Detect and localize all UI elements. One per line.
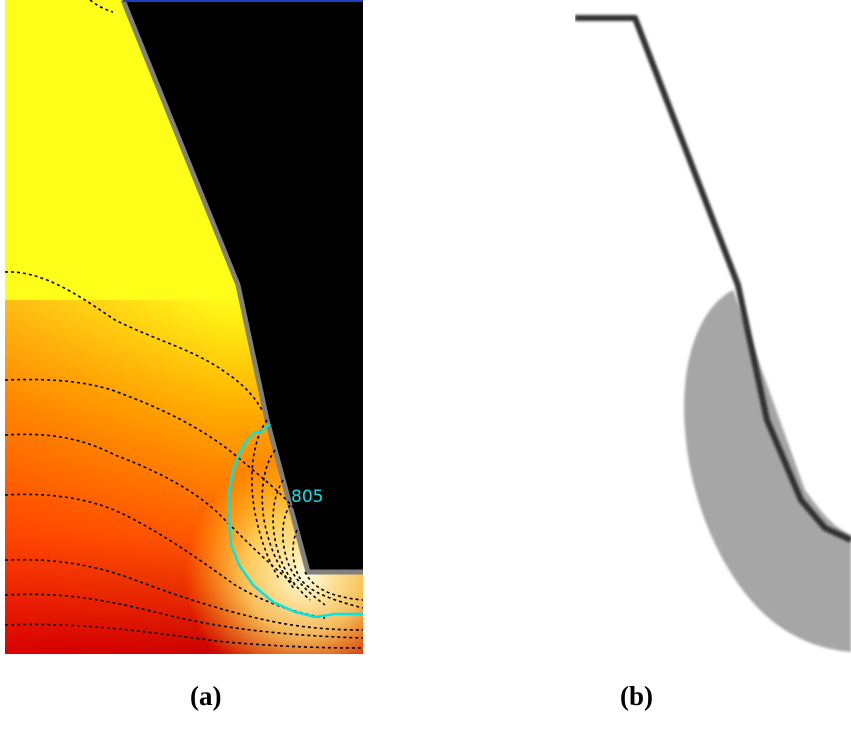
panel-b-affected-zone — [575, 13, 851, 652]
cut-region — [125, 0, 363, 570]
panel-a-temperature-field: 805 — [5, 0, 363, 654]
isotherms-dashed — [5, 0, 363, 649]
profile-line — [575, 15, 851, 543]
isotherm-805 — [227, 423, 363, 619]
contour-label-805: 805 — [291, 487, 323, 507]
affected-zone — [684, 290, 851, 652]
top-border — [123, 0, 363, 2]
caption-a: (a) — [190, 681, 222, 711]
caption-b: (b) — [620, 681, 653, 711]
